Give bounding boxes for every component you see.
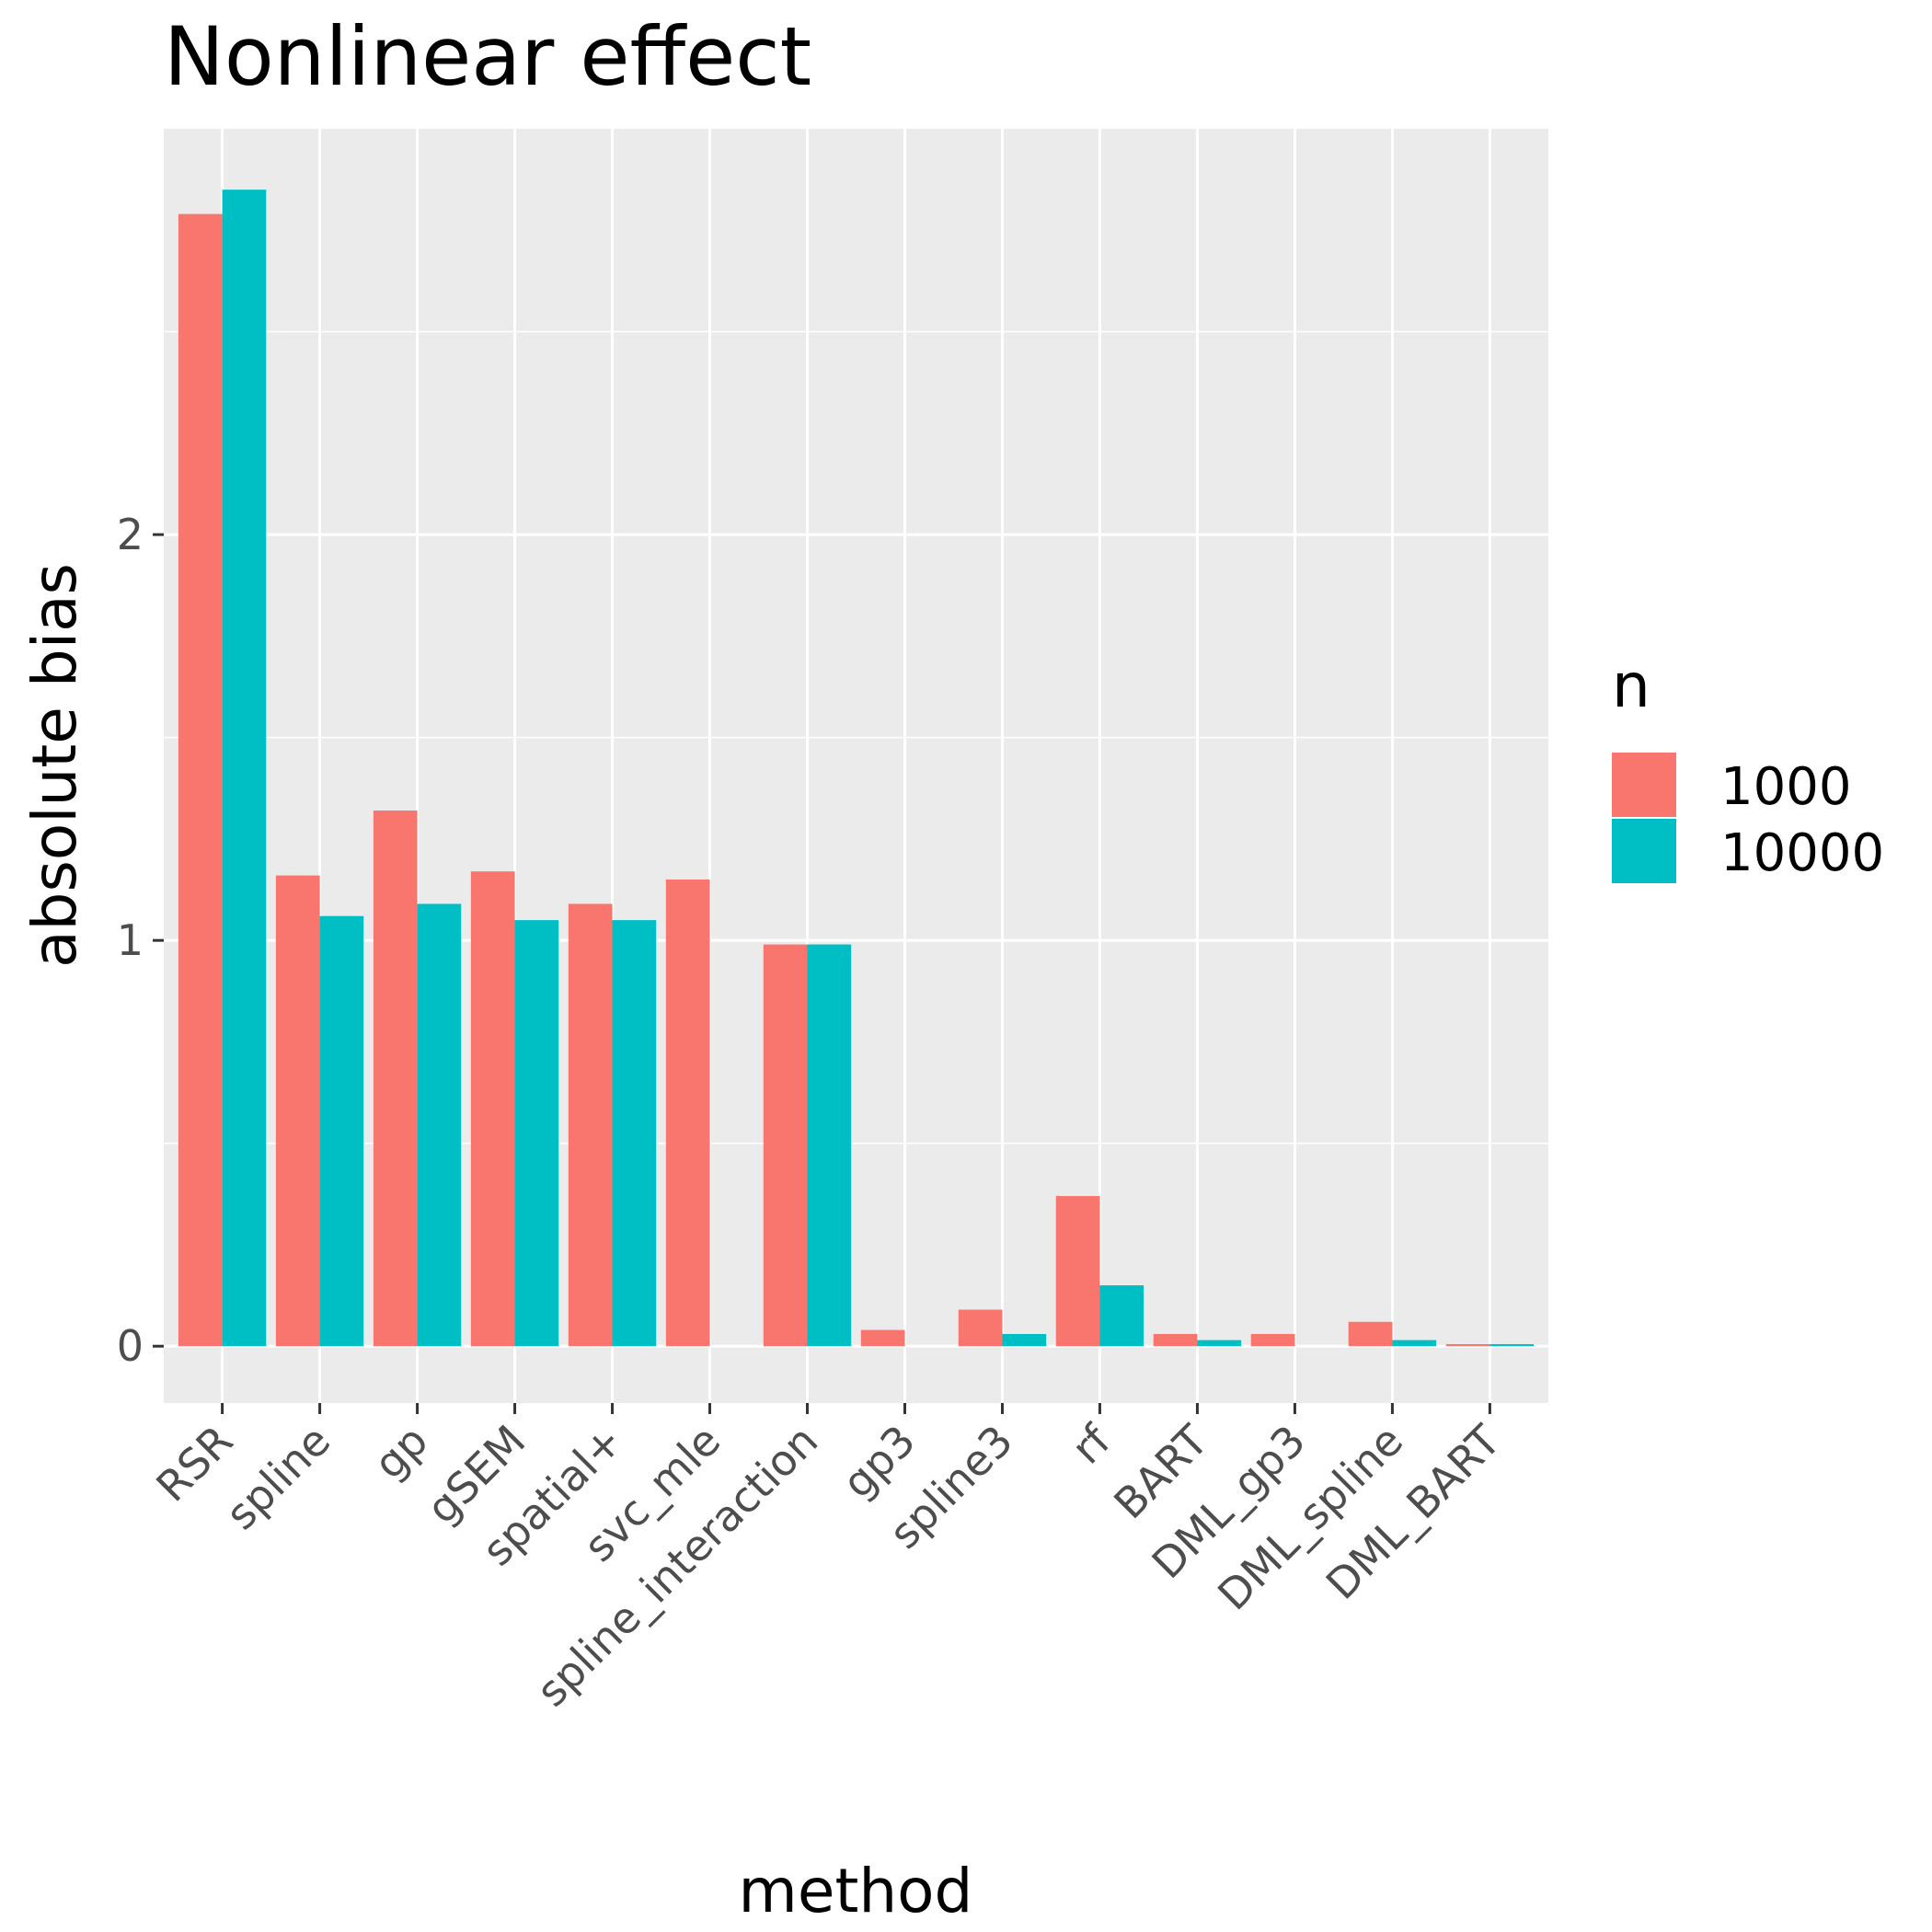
bar-1000-spline_interaction bbox=[763, 944, 808, 1347]
bar-1000-rf bbox=[1055, 1196, 1100, 1347]
x-tick-label: rf bbox=[1062, 1414, 1121, 1473]
legend-label: 1000 bbox=[1720, 757, 1852, 817]
bar-1000-gSEM bbox=[470, 871, 515, 1347]
legend-label: 10000 bbox=[1720, 823, 1884, 883]
bar-1000-DML_gp3 bbox=[1250, 1334, 1295, 1347]
y-tick-label: 0 bbox=[117, 1321, 144, 1371]
bar-1000-spatial+ bbox=[568, 903, 613, 1347]
bar-10000-gp bbox=[417, 903, 462, 1347]
y-axis-title: absolute bias bbox=[19, 563, 90, 968]
bar-10000-gSEM bbox=[514, 920, 559, 1347]
bar-10000-spline_interaction bbox=[807, 944, 852, 1347]
legend-swatch bbox=[1612, 753, 1676, 817]
bar-1000-gp3 bbox=[860, 1329, 905, 1347]
x-tick-label: gp bbox=[364, 1416, 437, 1489]
legend-swatch bbox=[1612, 819, 1676, 883]
bar-10000-RSR bbox=[222, 190, 267, 1347]
legend-title: n bbox=[1612, 650, 1650, 721]
bar-1000-DML_BART bbox=[1445, 1344, 1490, 1347]
bar-10000-DML_spline bbox=[1392, 1340, 1437, 1347]
bar-1000-spline bbox=[275, 875, 320, 1347]
x-tick-label: spline bbox=[216, 1416, 339, 1539]
y-tick-label: 2 bbox=[117, 510, 144, 559]
y-axis: 0 1 2 bbox=[117, 510, 164, 1371]
chart-title: Nonlinear effect bbox=[164, 9, 811, 104]
x-axis-title: method bbox=[739, 1856, 973, 1926]
bar-1000-gp bbox=[373, 811, 418, 1347]
bar-1000-svc_mle bbox=[665, 880, 710, 1347]
bar-10000-spline3 bbox=[1002, 1334, 1047, 1347]
bar-10000-DML_BART bbox=[1489, 1344, 1535, 1347]
bar-10000-spline bbox=[319, 915, 364, 1347]
bar-1000-BART bbox=[1153, 1334, 1198, 1347]
plot-panel bbox=[164, 129, 1548, 1403]
bar-1000-RSR bbox=[178, 213, 223, 1347]
bars bbox=[178, 190, 1535, 1347]
bar-10000-rf bbox=[1099, 1285, 1144, 1347]
bar-10000-BART bbox=[1197, 1340, 1242, 1347]
y-tick-label: 1 bbox=[117, 915, 144, 965]
bar-1000-DML_spline bbox=[1348, 1321, 1393, 1347]
bar-10000-spatial+ bbox=[612, 920, 657, 1347]
bar-1000-spline3 bbox=[958, 1309, 1003, 1347]
